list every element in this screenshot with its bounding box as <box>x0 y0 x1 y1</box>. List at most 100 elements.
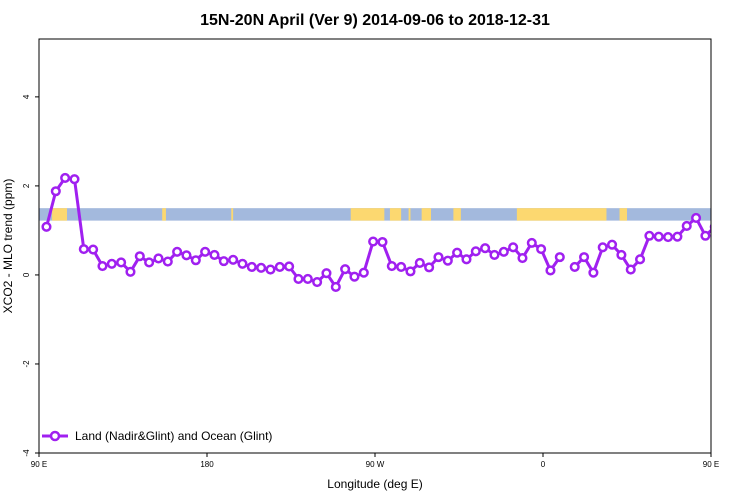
data-point <box>470 246 481 257</box>
series-line-0-1 <box>573 216 711 275</box>
data-point <box>700 230 711 241</box>
data-point <box>144 257 155 268</box>
data-point <box>349 271 360 282</box>
land-segment-7 <box>453 208 461 221</box>
data-point <box>644 230 655 241</box>
data-point <box>190 255 201 266</box>
data-point <box>284 261 295 272</box>
data-point <box>302 273 313 284</box>
land-segment-1 <box>162 208 166 221</box>
data-point <box>653 231 664 242</box>
data-point <box>536 244 547 255</box>
data-point <box>162 256 173 267</box>
data-point <box>358 267 369 278</box>
y-tick-label: 0 <box>22 272 31 277</box>
data-point <box>607 239 618 250</box>
x-axis-label: Longitude (deg E) <box>327 477 422 491</box>
data-point <box>274 261 285 272</box>
data-point <box>218 256 229 267</box>
data-point <box>69 174 80 185</box>
data-point <box>489 249 500 260</box>
data-point <box>709 223 711 231</box>
data-point <box>720 187 728 195</box>
data-point <box>172 246 183 257</box>
data-point <box>60 172 71 183</box>
data-point <box>181 250 192 261</box>
data-point <box>377 236 388 248</box>
data-point <box>635 254 646 265</box>
data-point <box>498 246 509 257</box>
data-point <box>368 236 379 247</box>
data-point <box>228 254 239 265</box>
y-axis-label: XCO2 - MLO trend (ppm) <box>1 179 15 314</box>
data-point <box>526 237 537 248</box>
data-point <box>424 262 435 273</box>
data-point <box>433 252 444 263</box>
x-tick-label: 90 E <box>31 460 47 469</box>
data-point <box>672 231 683 242</box>
data-point <box>265 264 276 275</box>
chart-title: 15N-20N April (Ver 9) 2014-09-06 to 2018… <box>200 12 550 29</box>
data-point <box>517 252 528 264</box>
land-segment-5 <box>408 208 411 221</box>
data-point <box>78 244 89 255</box>
land-segment-10 <box>737 208 744 220</box>
data-point <box>545 265 556 276</box>
land-segment-9 <box>619 208 627 221</box>
data-point <box>106 258 117 269</box>
data-point <box>209 249 220 260</box>
data-point <box>461 254 472 265</box>
land-segment-3 <box>350 208 385 221</box>
data-point <box>452 247 463 258</box>
data-point <box>396 261 407 272</box>
land-segment-6 <box>421 208 431 221</box>
data-point <box>321 268 332 279</box>
data-point <box>312 277 323 288</box>
data-point <box>508 242 519 253</box>
land-segment-8 <box>516 208 607 221</box>
land-segment-0 <box>52 208 67 221</box>
data-point <box>293 273 304 284</box>
legend: Land (Nadir&Glint) and Ocean (Glint) <box>42 429 272 443</box>
land-segment-2 <box>231 208 234 221</box>
data-point <box>691 212 702 224</box>
data-point <box>386 260 397 272</box>
data-point <box>246 261 257 272</box>
y-tick-label: 4 <box>22 94 31 99</box>
y-tick-label: -4 <box>22 449 31 457</box>
y-tick-label: 2 <box>22 183 31 188</box>
data-point <box>569 261 580 272</box>
x-tick-label: 90 W <box>366 460 385 469</box>
data-point <box>237 258 248 269</box>
data-point <box>739 175 747 183</box>
data-point <box>125 266 136 277</box>
data-point <box>480 243 491 254</box>
data-point <box>116 257 127 268</box>
data-point <box>588 267 599 278</box>
series-line-0-0 <box>45 176 562 289</box>
y-tick-label: -2 <box>22 360 31 368</box>
data-point <box>414 257 425 268</box>
data-point <box>256 262 267 273</box>
x-tick-label: 180 <box>200 460 214 469</box>
data-point <box>554 252 565 263</box>
data-point <box>330 281 341 293</box>
legend-label: Land (Nadir&Glint) and Ocean (Glint) <box>75 429 272 443</box>
data-point <box>153 253 164 264</box>
data-point <box>50 186 61 197</box>
data-point <box>730 174 738 182</box>
data-point <box>405 266 416 277</box>
legend-marker <box>49 430 61 442</box>
data-point <box>597 242 608 253</box>
data-point <box>200 246 211 257</box>
data-point <box>41 221 52 232</box>
data-point <box>88 244 99 255</box>
x-tick-label: 90 E <box>703 460 719 469</box>
data-point <box>442 255 453 266</box>
data-point <box>340 264 351 275</box>
land-segment-4 <box>389 208 402 221</box>
data-point <box>616 249 627 260</box>
axes: 90 E 180 90 W 0 90 E 4 2 0 -2 -4 <box>22 94 719 469</box>
data-point <box>663 232 674 243</box>
